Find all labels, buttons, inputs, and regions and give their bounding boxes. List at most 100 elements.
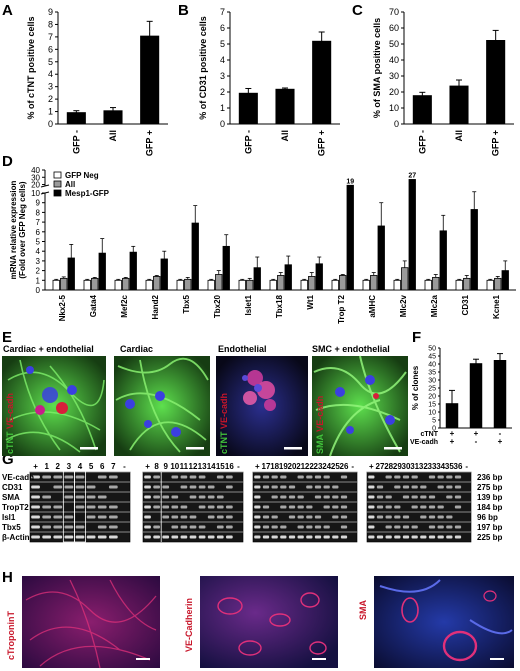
f-row-mark-1-2: +	[498, 437, 503, 446]
g-band-0-3-5	[86, 505, 96, 509]
f-y-tick-label-4: 20	[428, 394, 436, 401]
g-band-0-3-6	[97, 505, 107, 509]
g-band-3-6-10	[454, 535, 462, 539]
g-band-2-3-4	[288, 505, 296, 509]
g-band-1-3-3	[171, 505, 179, 509]
a-bar-2	[140, 35, 160, 125]
a-x-label-1: All	[108, 130, 118, 142]
c-x-label-2: GFP +	[491, 130, 501, 156]
scale-bar	[490, 658, 504, 660]
d-bar-7-0	[269, 279, 277, 291]
d-bar-8-1	[308, 276, 316, 291]
b-y-tick-label-6: 6	[220, 23, 225, 33]
d-bar-2-0	[114, 279, 122, 291]
panel-letter-g: G	[2, 451, 14, 468]
g-band-3-2-1	[376, 495, 384, 499]
g-band-2-1-0	[254, 485, 261, 489]
g-highlight-lane-4	[74, 461, 86, 543]
micrograph-endothelial: cTNT VE-cadh	[216, 356, 308, 456]
d-x-label-10: aMHC	[368, 295, 377, 318]
g-band-3-2-6	[420, 495, 427, 499]
d-x-label-6: Islet1	[244, 294, 253, 315]
f-y-tick-label-10: 50	[428, 346, 436, 353]
g-band-2-3-1	[262, 505, 270, 509]
g-band-2-3-9	[332, 505, 339, 509]
g-band-0-1-4	[75, 485, 85, 489]
g-band-0-4-5	[86, 515, 96, 519]
d-bar-8-0	[300, 279, 308, 291]
d-x-label-8: Wt1	[306, 294, 315, 309]
f-row-mark-0-0: +	[450, 429, 455, 438]
g-band-0-3-1	[42, 505, 52, 509]
scale-bar	[136, 658, 150, 660]
g-band-3-5-0	[368, 525, 375, 529]
g-lane-1-3: 10	[170, 462, 179, 471]
g-band-0-4-3	[64, 515, 74, 519]
g-band-2-1-8	[323, 485, 330, 489]
d-y-tick-label-0: 0	[36, 286, 41, 295]
g-band-2-6-7	[314, 535, 322, 539]
g-band-2-0-1	[262, 475, 270, 479]
g-band-2-1-1	[262, 485, 270, 489]
g-band-0-6-1	[42, 535, 52, 539]
g-band-0-2-6	[97, 495, 107, 499]
g-row-label-3: TropT2	[2, 503, 29, 512]
g-band-1-6-9	[226, 535, 233, 539]
g-band-3-5-2	[385, 525, 392, 529]
d-bar-1-1	[91, 277, 99, 291]
a-y-tick-label-4: 4	[48, 69, 53, 79]
g-band-3-3-8	[437, 505, 444, 509]
g-lane-0-2: 2	[56, 462, 61, 471]
g-lane-3-6: 32	[419, 462, 428, 471]
g-band-0-6-4	[75, 535, 85, 539]
g-band-3-6-2	[385, 535, 392, 539]
g-lane-0-8: -	[123, 462, 126, 471]
g-lane-1-1: 8	[154, 462, 159, 471]
d-y-tick-label-3: 3	[36, 257, 41, 266]
f-y-tick-label-8: 40	[428, 362, 436, 369]
g-band-3-4-7	[428, 515, 436, 519]
a-x-label-2: GFP +	[145, 130, 155, 156]
a-y-tick-label-2: 2	[48, 94, 53, 104]
g-band-1-0-6	[198, 475, 206, 479]
g-band-1-5-3	[171, 525, 179, 529]
g-band-3-3-3	[394, 505, 401, 509]
c-x-label-1: All	[454, 130, 464, 142]
g-band-1-6-8	[216, 535, 224, 539]
g-band-2-0-10	[340, 475, 348, 479]
g-band-3-6-0	[368, 535, 375, 539]
g-band-0-1-0	[31, 485, 40, 489]
d-y-tick-up-label-1: 30	[31, 173, 40, 182]
g-lane-2-6: 22	[305, 462, 314, 471]
d-bar-2-1	[122, 277, 130, 291]
d-bar-0-1	[60, 277, 68, 291]
g-band-0-0-2	[53, 475, 63, 479]
g-band-3-6-7	[428, 535, 436, 539]
g-lane-2-9: 25	[331, 462, 340, 471]
g-band-1-1-5	[189, 485, 197, 489]
g-band-2-0-2	[271, 475, 278, 479]
d-y-tick-label-9: 9	[36, 199, 41, 208]
g-band-2-5-8	[323, 525, 330, 529]
d-bar-4-0	[176, 279, 184, 291]
d-legend-label-2: Mesp1-GFP	[65, 189, 110, 198]
g-band-1-0-0	[144, 475, 151, 479]
scale-bar	[284, 447, 302, 450]
g-band-1-2-3	[171, 495, 179, 499]
g-band-3-1-5	[411, 485, 418, 489]
g-band-0-0-0	[31, 475, 40, 479]
g-band-3-1-3	[394, 485, 401, 489]
g-band-3-4-1	[376, 515, 384, 519]
g-band-1-3-9	[226, 505, 233, 509]
g-row-label-6: β-Actin	[2, 533, 30, 542]
g-band-0-4-1	[42, 515, 52, 519]
g-lane-1-4: 11	[180, 462, 189, 471]
g-band-1-6-2	[162, 535, 170, 539]
g-band-0-6-2	[53, 535, 63, 539]
g-band-2-1-2	[271, 485, 278, 489]
g-lane-1-9: 16	[225, 462, 234, 471]
g-band-1-1-0	[144, 485, 151, 489]
panel-letter-f: F	[412, 329, 421, 346]
g-band-2-6-9	[332, 535, 339, 539]
g-lane-3-0: +	[369, 462, 374, 471]
